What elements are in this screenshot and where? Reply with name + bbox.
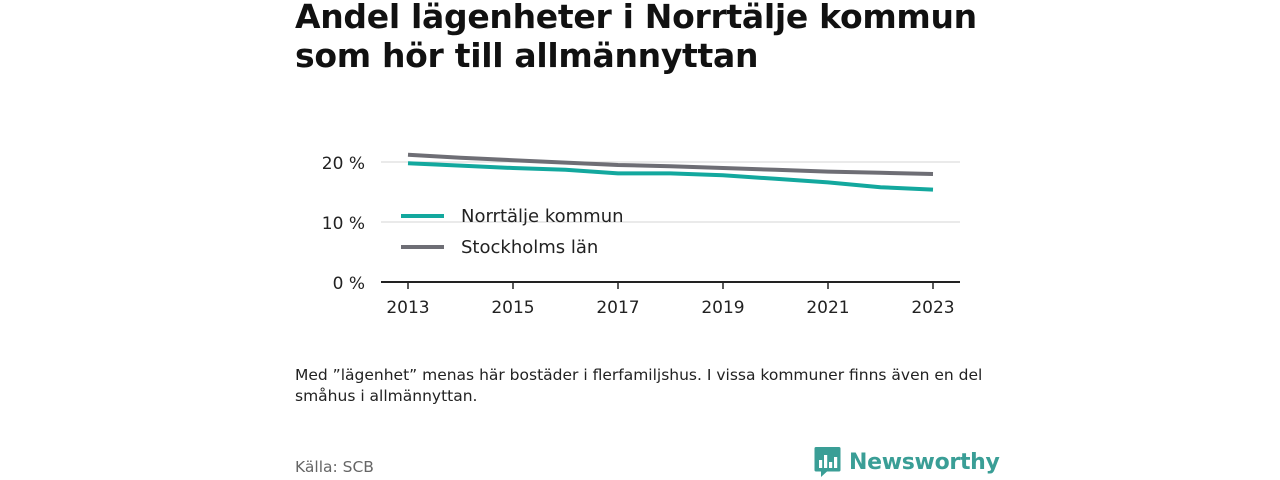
source-label: Källa: SCB [295,458,374,476]
series-line [407,152,934,176]
series-lines [407,152,934,192]
line-chart: 0 % 10 % 20 % 2013 2015 2017 2019 2021 2023 Nor… [322,152,960,318]
x-tick-label: 2023 [911,298,954,318]
x-tick-label: 2021 [806,298,849,318]
y-tick-label: 0 % [333,274,365,294]
legend: Norrtälje kommun Stockholms län [401,206,624,258]
x-tick-label: 2013 [386,298,429,318]
x-axis: 2013 2015 2017 2019 2021 2023 [381,281,960,318]
x-tick-label: 2019 [701,298,744,318]
grid-lines [381,161,960,223]
x-tick-label: 2015 [491,298,534,318]
legend-label: Stockholms län [461,237,598,258]
legend-label: Norrtälje kommun [461,206,624,227]
chart-title: Andel lägenheter i Norrtälje kommun som … [295,0,977,75]
y-axis-labels: 0 % 10 % 20 % [322,154,365,294]
y-tick-label: 10 % [322,214,365,234]
series-line [407,161,934,192]
footnote: Med ”lägenhet” menas här bostäder i fler… [295,366,983,405]
x-tick-label: 2017 [596,298,639,318]
bar-chart-logo-icon [814,447,841,477]
brand-name: Newsworthy [849,449,1000,475]
y-tick-label: 20 % [322,154,365,174]
brand-logo: Newsworthy [814,446,1000,478]
